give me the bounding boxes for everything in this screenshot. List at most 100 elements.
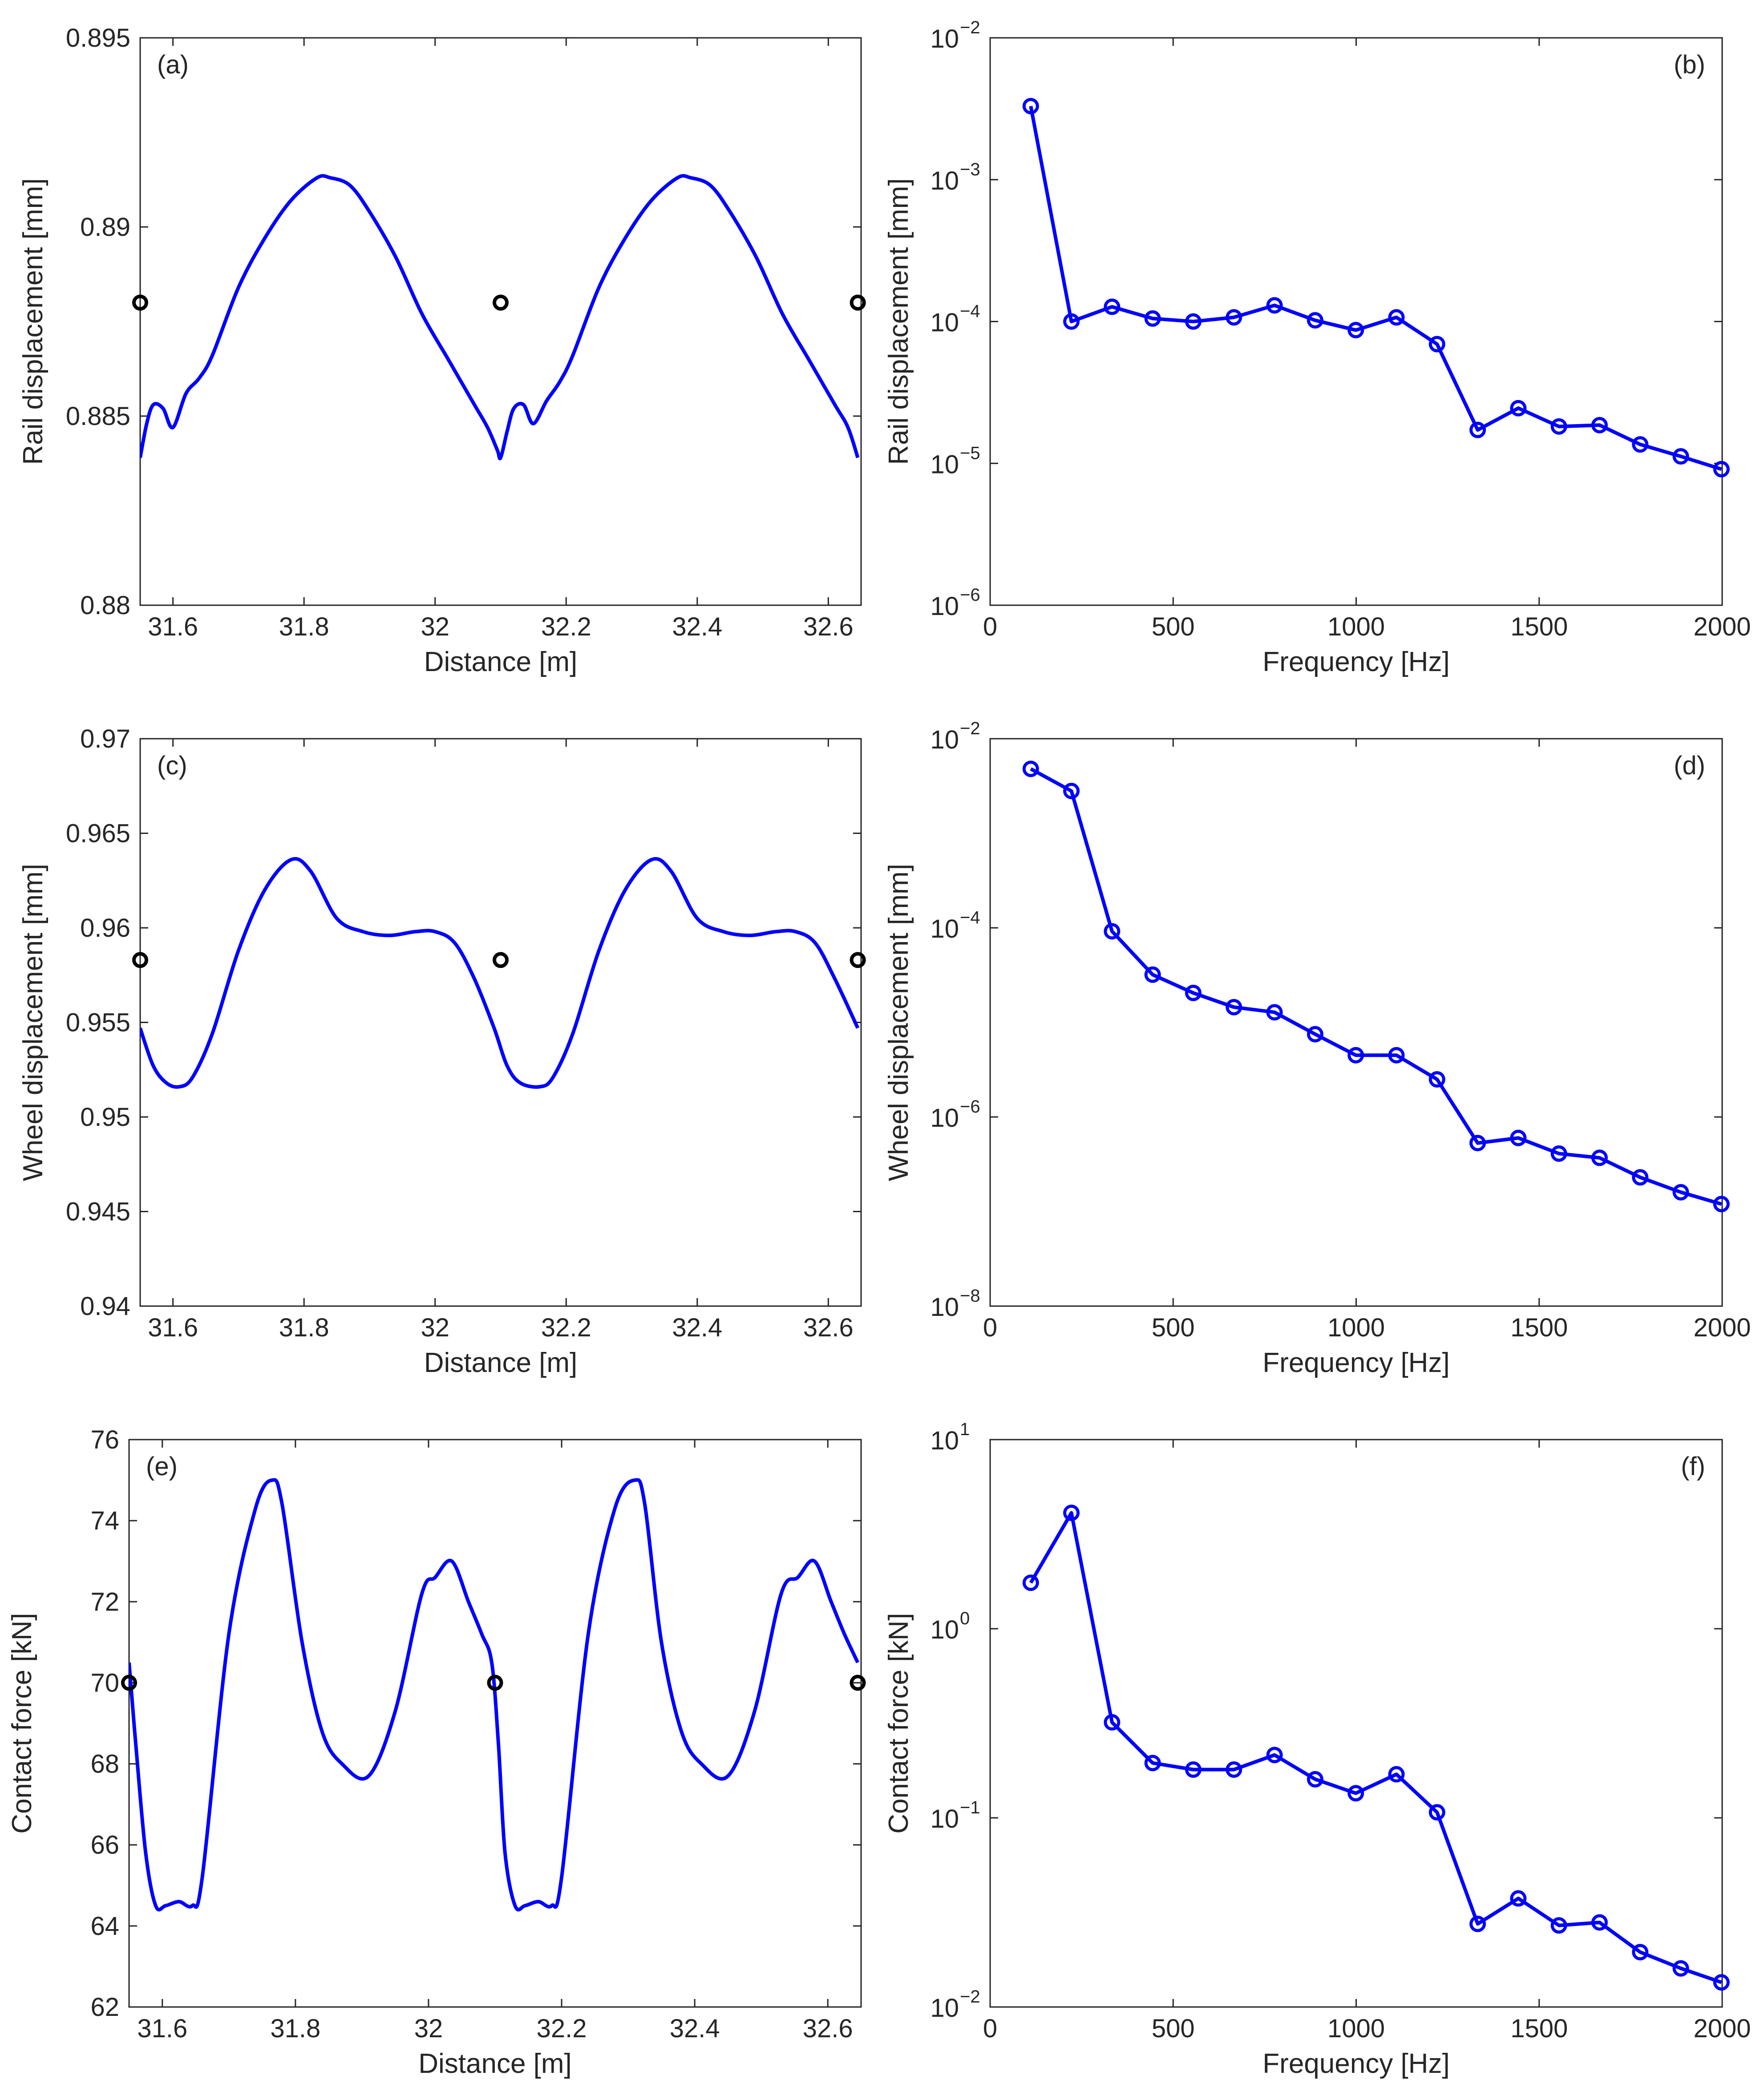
data-point: [1469, 1915, 1486, 1932]
plot-frame: [989, 1439, 1723, 2008]
plot-frame: [989, 738, 1723, 1307]
data-point: [1469, 421, 1486, 438]
x-tick-label: 0: [983, 2014, 997, 2043]
y-tick-label: 0.955: [66, 1008, 130, 1037]
y-tick-label: 10: [930, 1805, 959, 1833]
panel-label: (c): [157, 751, 187, 780]
x-axis-label: Frequency [Hz]: [1262, 2048, 1449, 2079]
x-tick-label: 2000: [1693, 1313, 1751, 1342]
data-point: [1144, 966, 1161, 983]
sleeper-marker: [132, 952, 148, 968]
plot-frame: [139, 37, 862, 606]
x-tick-label: 31.8: [279, 1313, 329, 1342]
data-point: [1266, 297, 1283, 314]
x-tick-label: 32: [421, 612, 449, 641]
x-tick-label: 32: [421, 1313, 449, 1342]
y-tick-exponent: −2: [960, 719, 980, 738]
y-tick-exponent: −4: [960, 302, 980, 321]
data-point: [1104, 1714, 1121, 1731]
data-point: [1144, 310, 1161, 327]
panel-label: (b): [1674, 50, 1705, 79]
x-tick-label: 1000: [1327, 2014, 1385, 2043]
data-point: [1307, 312, 1323, 329]
sleeper-marker: [850, 952, 866, 968]
x-axis-label: Frequency [Hz]: [1262, 647, 1449, 677]
y-tick-exponent: −5: [960, 443, 980, 463]
y-tick-label: 0.885: [66, 402, 130, 431]
y-tick-label: 64: [90, 1912, 119, 1941]
panel-c: 31.6 31.8 32 32.2 32.4 32.6 0.94 0.945 0.95 0.955…: [18, 724, 866, 1378]
data-point: [1347, 322, 1364, 339]
panel-label: (e): [146, 1452, 178, 1481]
sleeper-marker: [850, 295, 866, 311]
data-point: [1226, 309, 1242, 326]
data-point: [1591, 1149, 1608, 1166]
data-point: [1672, 1184, 1689, 1201]
y-tick-label: 10: [930, 1994, 959, 2023]
sleeper-marker: [493, 295, 509, 311]
sleeper-marker: [487, 1675, 503, 1691]
data-point: [1713, 1974, 1730, 1991]
y-tick-exponent: −3: [960, 160, 980, 179]
data-point: [1022, 761, 1039, 777]
y-axis-label: Contact force [kN]: [7, 1613, 37, 1833]
y-tick-label: 0.895: [66, 24, 130, 53]
x-tick-label: 32.6: [803, 612, 854, 641]
y-tick-label: 66: [90, 1831, 119, 1860]
x-tick-label: 31.6: [148, 612, 198, 641]
data-point: [1428, 1804, 1445, 1821]
x-tick-label: 32.2: [541, 612, 591, 641]
y-tick-label: 0.89: [80, 213, 130, 242]
y-tick-label: 72: [90, 1587, 119, 1616]
plot-frame: [139, 738, 862, 1307]
data-point: [1428, 336, 1445, 352]
data-point: [1510, 1129, 1527, 1146]
y-tick-label: 0.95: [80, 1103, 130, 1132]
x-tick-label: 32: [414, 2014, 443, 2043]
x-tick-label: 32.4: [672, 612, 722, 641]
panel-label: (a): [157, 50, 189, 79]
x-tick-label: 500: [1152, 612, 1195, 641]
x-tick-label: 2000: [1693, 612, 1751, 641]
x-tick-label: 0: [983, 1313, 997, 1342]
series-line: [140, 174, 860, 461]
panel-a: 31.6 31.8 32 32.2 32.4 32.6 0.88 0.885 0.89 0.895…: [18, 24, 866, 677]
y-tick-label: 0.945: [66, 1198, 130, 1226]
sleeper-marker: [493, 952, 509, 968]
data-point: [1266, 1747, 1283, 1764]
data-point: [1104, 298, 1121, 315]
data-point: [1022, 97, 1039, 114]
x-tick-label: 2000: [1693, 2014, 1751, 2043]
data-point: [1510, 1890, 1527, 1907]
x-tick-label: 32.2: [541, 1313, 591, 1342]
y-axis-label: Contact force [kN]: [883, 1613, 914, 1833]
y-axis-label: Wheel displacement [mm]: [18, 864, 49, 1181]
y-tick-label: 10: [930, 308, 959, 337]
y-tick-label: 70: [90, 1668, 119, 1697]
x-tick-label: 1500: [1510, 1313, 1568, 1342]
x-tick-label: 32.6: [803, 1313, 854, 1342]
y-tick-label: 0.94: [80, 1292, 130, 1321]
data-point: [1063, 782, 1080, 799]
y-tick-exponent: −2: [960, 1987, 980, 2007]
y-tick-label: 0.88: [80, 591, 130, 620]
series-line: [140, 857, 860, 1089]
y-tick-label: 0.97: [80, 724, 130, 753]
y-tick-exponent: −6: [960, 1097, 980, 1117]
x-tick-label: 1000: [1327, 612, 1385, 641]
x-tick-label: 1000: [1327, 1313, 1385, 1342]
y-tick-exponent: −2: [960, 18, 980, 37]
x-tick-label: 1500: [1510, 612, 1568, 641]
x-axis-label: Frequency [Hz]: [1262, 1347, 1449, 1378]
data-point: [1632, 1169, 1649, 1186]
data-point: [1388, 309, 1405, 326]
y-tick-exponent: −1: [960, 1798, 980, 1817]
y-tick-label: 10: [930, 1615, 959, 1644]
data-point: [1550, 1917, 1567, 1934]
data-point: [1632, 436, 1649, 453]
data-point: [1226, 1761, 1242, 1778]
y-tick-exponent: −6: [960, 585, 980, 605]
y-tick-exponent: 1: [960, 1420, 970, 1439]
y-tick-label: 10: [930, 24, 959, 53]
